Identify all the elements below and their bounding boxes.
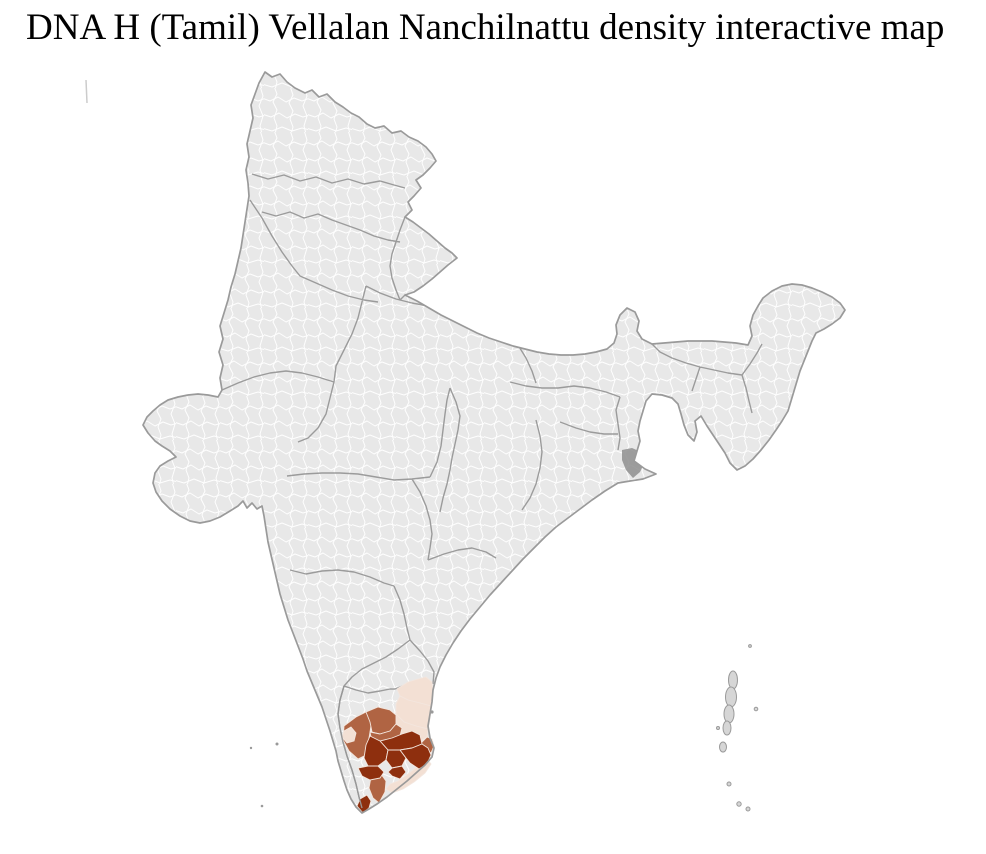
- andaman-nicobar-islands: [716, 644, 759, 812]
- district-cell-high[interactable]: [357, 765, 385, 781]
- map-artifact-line: [85, 79, 88, 104]
- district-cell-high[interactable]: [387, 765, 407, 780]
- density-region: [341, 676, 435, 814]
- coastal-enclave-dot: [430, 710, 434, 714]
- lakshadweep-islands: [249, 742, 279, 808]
- kerala-tn-border: [337, 685, 363, 809]
- page-title: DNA H (Tamil) Vellalan Nanchilnattu dens…: [26, 7, 945, 48]
